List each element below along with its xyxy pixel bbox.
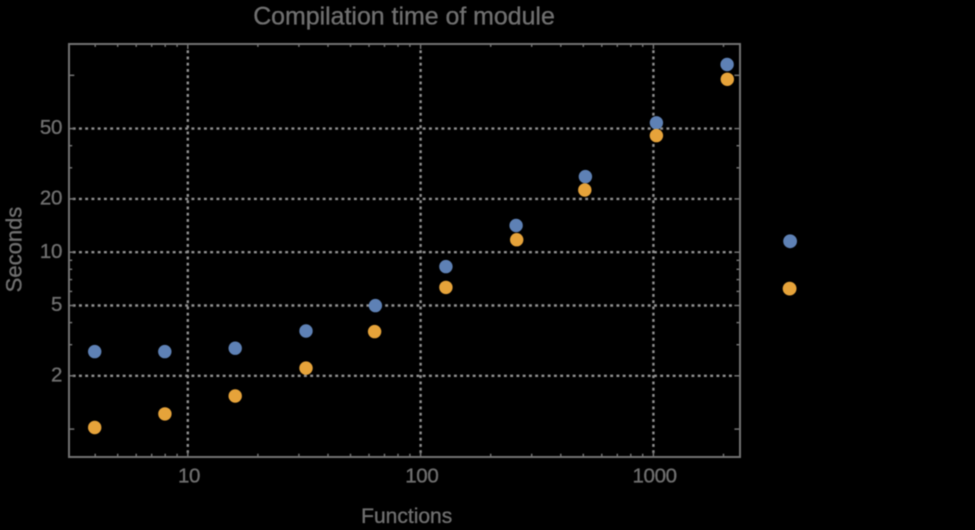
svg-text:Functions: Functions: [361, 505, 452, 525]
svg-text:10: 10: [40, 240, 62, 263]
svg-text:100: 100: [405, 465, 438, 488]
svg-text:Seconds: Seconds: [2, 207, 27, 293]
svg-text:5: 5: [51, 293, 62, 316]
svg-text:10: 10: [178, 465, 200, 488]
svg-text:2: 2: [51, 363, 62, 386]
svg-text:1000: 1000: [632, 465, 676, 488]
svg-text:50: 50: [40, 116, 62, 139]
svg-text:Compilation time of module: Compilation time of module: [253, 3, 555, 31]
svg-text:20: 20: [40, 187, 62, 210]
